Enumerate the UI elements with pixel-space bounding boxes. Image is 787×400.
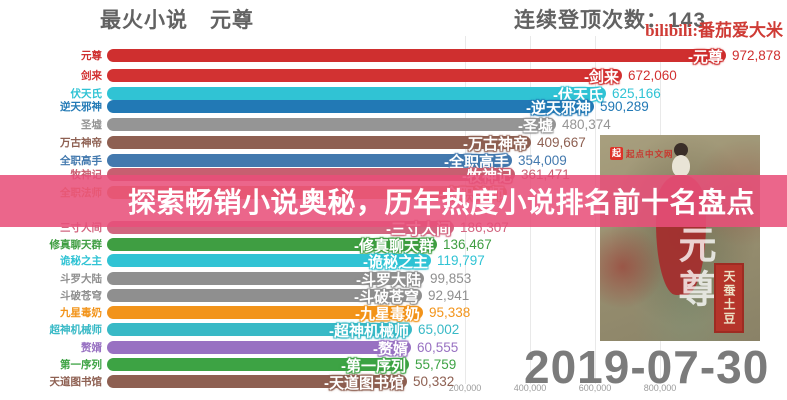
row-category-label: 元尊: [81, 50, 102, 62]
bilibili-watermark: bilibili:番茄爱大米: [645, 21, 783, 40]
row-category-label: 伏天氏: [70, 88, 103, 100]
row-bar: -诡秘之主: [107, 254, 431, 271]
bar-inner-label: -超神机械师: [329, 323, 409, 340]
bar-inner-label: -修真聊天群: [354, 238, 434, 255]
book-cover-image: 元尊 起 起点中文网 天蚕土豆: [600, 135, 760, 341]
bar-inner-label: -斗破苍穹: [354, 289, 419, 306]
bar-inner-label: -赘婿: [373, 341, 408, 358]
chart-row: 修真聊天群 -修真聊天群 136,467: [0, 237, 787, 255]
row-value: 354,009: [518, 153, 567, 168]
title-banner: 探索畅销小说奥秘，历年热度小说排名前十名盘点: [0, 175, 787, 227]
chart-row: 万古神帝 -万古神帝 409,667: [0, 135, 787, 153]
bar-inner-label: -第一序列: [341, 358, 406, 375]
overlay-title: 探索畅销小说奥秘，历年热度小说排名前十名盘点: [128, 187, 756, 218]
row-category-label: 超神机械师: [49, 324, 103, 336]
chart-row: 全职高手 -全职高手 354,009: [0, 153, 787, 171]
bar-inner-label: -斗罗大陆: [356, 272, 421, 289]
row-bar: -修真聊天群: [107, 238, 437, 255]
row-bar: -万古神帝: [107, 136, 531, 153]
row-bar: -天道图书馆: [107, 375, 407, 392]
row-category-label: 全职高手: [60, 155, 102, 167]
bar-inner-label: -九星毒奶: [355, 306, 420, 323]
axis-tick-label: 200,000: [448, 383, 482, 393]
cover-figure-head: [672, 155, 690, 177]
row-value: 409,667: [537, 135, 586, 150]
row-category-label: 斗破苍穹: [60, 290, 102, 302]
bar-inner-label: -万古神帝: [463, 136, 528, 153]
row-value: 972,878: [732, 48, 781, 63]
row-bar: -第一序列: [107, 358, 409, 375]
row-value: 590,289: [600, 99, 649, 114]
row-category-label: 剑来: [81, 70, 102, 82]
row-value: 672,060: [628, 68, 677, 83]
row-bar: -超神机械师: [107, 323, 412, 340]
row-bar: -九星毒奶: [107, 306, 423, 323]
axis-tick-label: 600,000: [578, 383, 612, 393]
row-category-label: 第一序列: [60, 359, 102, 371]
row-bar: -赘婿: [107, 341, 411, 358]
row-value: 99,853: [430, 271, 472, 286]
axis-tick-label: 400,000: [513, 383, 547, 393]
row-category-label: 万古神帝: [60, 137, 102, 149]
row-category-label: 圣墟: [81, 119, 102, 131]
qidian-badge: 起 起点中文网: [610, 147, 674, 160]
bar-inner-label: -逆天邪神: [526, 100, 591, 117]
row-bar: -元尊: [107, 49, 726, 66]
row-category-label: 赘婿: [81, 342, 102, 354]
row-value: 480,374: [562, 117, 611, 132]
bar-inner-label: -圣墟: [518, 118, 553, 135]
chart-row: 天道图书馆 -天道图书馆 50,332: [0, 374, 787, 392]
chart-row: 诡秘之主 -诡秘之主 119,797: [0, 253, 787, 271]
chart-row: 赘婿 -赘婿 60,555: [0, 340, 787, 358]
chart-row: 第一序列 -第一序列 55,759: [0, 357, 787, 375]
bar-inner-label: -剑来: [584, 69, 619, 86]
row-value: 119,797: [437, 253, 485, 268]
cover-figure-hair: [674, 143, 688, 157]
row-bar: -圣墟: [107, 118, 556, 135]
row-bar: -斗破苍穹: [107, 289, 422, 306]
current-date: 2019-07-30: [524, 341, 770, 393]
row-category-label: 修真聊天群: [49, 239, 103, 251]
row-value: 625,166: [612, 86, 661, 101]
row-category-label: 诡秘之主: [60, 255, 102, 267]
top-stat-consecutive-count: 连续登顶次数：143: [514, 9, 707, 32]
row-bar: -伏天氏: [107, 87, 606, 104]
author-seal: 天蚕土豆: [714, 263, 744, 333]
chart-row: 斗破苍穹 -斗破苍穹 92,941: [0, 288, 787, 306]
chart-row: 伏天氏 -伏天氏 625,166: [0, 86, 787, 104]
row-category-label: 天道图书馆: [49, 376, 103, 388]
bar-inner-label: -天道图书馆: [324, 375, 404, 392]
chart-row: 九星毒奶 -九星毒奶 95,338: [0, 305, 787, 323]
chart-row: 斗罗大陆 -斗罗大陆 99,853: [0, 271, 787, 289]
row-value: 95,338: [429, 305, 471, 320]
bar-inner-label: -诡秘之主: [363, 254, 428, 271]
row-value: 136,467: [443, 237, 492, 252]
row-category-label: 斗罗大陆: [60, 273, 102, 285]
row-value: 92,941: [428, 288, 470, 303]
row-bar: -剑来: [107, 69, 622, 86]
qidian-logo-icon: 起: [610, 147, 623, 160]
row-bar: -全职高手: [107, 154, 512, 171]
row-bar: -逆天邪神: [107, 100, 594, 117]
chart-row: 圣墟 -圣墟 480,374: [0, 117, 787, 135]
bar-inner-label: -伏天氏: [553, 87, 603, 104]
chart-row: 超神机械师 -超神机械师 65,002: [0, 322, 787, 340]
row-value: 65,002: [418, 322, 460, 337]
row-value: 55,759: [415, 357, 457, 372]
qidian-site-label: 起点中文网: [626, 148, 674, 159]
row-bar: -斗罗大陆: [107, 272, 424, 289]
chart-row: 剑来 -剑来 672,060: [0, 68, 787, 86]
chart-row: 逆天邪神 -逆天邪神 590,289: [0, 99, 787, 117]
bar-inner-label: -全职高手: [444, 154, 509, 171]
row-category-label: 逆天邪神: [60, 101, 102, 113]
cover-calligraphy: 元尊: [672, 225, 714, 313]
row-value: 60,555: [417, 340, 459, 355]
bar-inner-label: -元尊: [688, 49, 723, 66]
top-stat-hottest-novel: 最火小说 元尊: [100, 9, 254, 32]
row-value: 50,332: [413, 374, 455, 389]
row-category-label: 九星毒奶: [60, 307, 102, 319]
chart-row: 元尊 -元尊 972,878: [0, 48, 787, 66]
axis-tick-label: 800,000: [643, 383, 677, 393]
